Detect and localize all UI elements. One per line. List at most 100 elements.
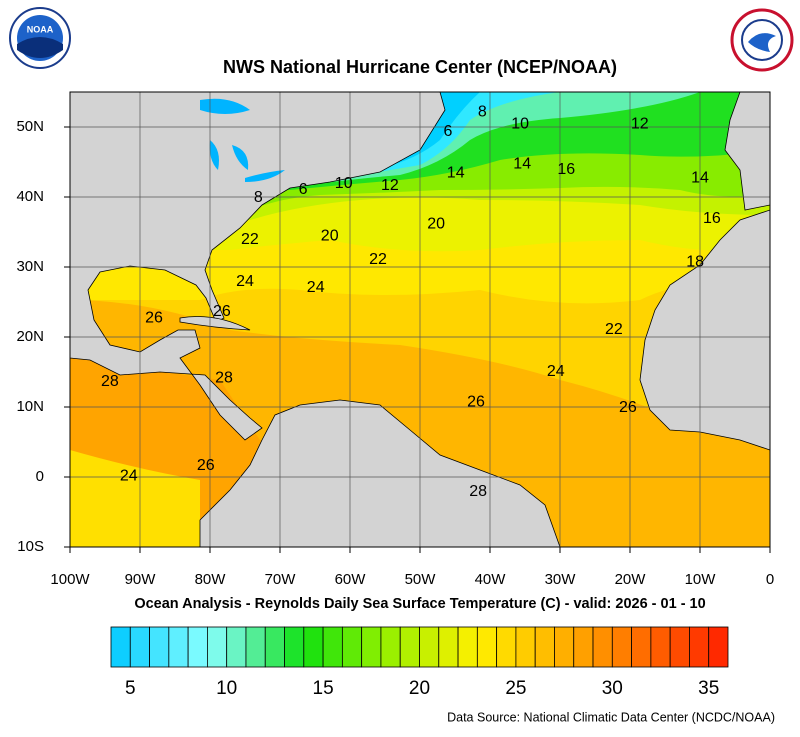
data-source: Data Source: National Climatic Data Cent… xyxy=(447,710,775,724)
contour-labels: 8 6 10 12 14 16 14 12 10 6 8 14 16 18 20 20 22 22 24 24 26 26… xyxy=(101,104,721,500)
y-tick-label: 40N xyxy=(16,188,44,205)
contour-label: 26 xyxy=(467,393,485,410)
contour-label: 14 xyxy=(447,164,465,181)
y-tick-label: 30N xyxy=(16,258,44,275)
y-tick-label: 20N xyxy=(16,328,44,345)
contour-label: 6 xyxy=(299,181,308,198)
colorbar-cell xyxy=(515,626,536,668)
contour-label: 18 xyxy=(686,253,704,270)
colorbar-cell xyxy=(207,626,228,668)
colorbar-cell xyxy=(187,626,208,668)
x-tick-label: 80W xyxy=(195,571,227,588)
colorbar-tick-label: 20 xyxy=(409,678,430,699)
colorbar-tick-label: 35 xyxy=(698,678,719,699)
x-tick-label: 30W xyxy=(545,571,577,588)
colorbar-cell xyxy=(380,626,401,668)
colorbar-cell xyxy=(573,626,594,668)
contour-label: 26 xyxy=(197,457,215,474)
colorbar-cell xyxy=(303,626,324,668)
contour-label: 12 xyxy=(381,177,399,194)
x-tick-label: 70W xyxy=(265,571,297,588)
contour-label: 14 xyxy=(691,169,709,186)
colorbar-cell xyxy=(419,626,440,668)
colorbar-cell xyxy=(476,626,498,668)
colorbar-cell xyxy=(457,626,478,668)
colorbar-tick-label: 15 xyxy=(313,678,334,699)
contour-label: 16 xyxy=(557,161,575,178)
colorbar-cell xyxy=(226,626,247,668)
map-frame xyxy=(69,91,771,548)
contour-label: 8 xyxy=(478,104,487,121)
contour-label: 20 xyxy=(321,227,339,244)
colorbar-tick-label: 25 xyxy=(505,678,526,699)
contour-label: 22 xyxy=(605,321,623,338)
colorbar-cell xyxy=(534,626,555,668)
colorbar-cell xyxy=(129,626,150,668)
noaa-logo: NOAA xyxy=(9,7,71,69)
x-tick-label: 50W xyxy=(405,571,437,588)
great-lakes xyxy=(200,98,285,182)
colorbar-cell xyxy=(341,626,363,668)
subtitle: Ocean Analysis - Reynolds Daily Sea Surf… xyxy=(134,596,705,612)
contour-label: 10 xyxy=(511,115,529,132)
title: NWS National Hurricane Center (NCEP/NOAA… xyxy=(223,57,617,77)
contour-label: 16 xyxy=(703,210,721,227)
x-tick-label: 60W xyxy=(335,571,367,588)
colorbar-cell xyxy=(110,626,131,668)
colorbar-tick-label: 10 xyxy=(216,678,237,699)
colorbar-cell xyxy=(650,626,671,668)
contour-label: 14 xyxy=(513,155,531,172)
colorbar-cell xyxy=(669,626,690,668)
colorbar-cell xyxy=(361,626,382,668)
land xyxy=(70,92,770,547)
contour-label: 28 xyxy=(101,373,119,390)
x-tick-label: 0 xyxy=(766,571,774,588)
colorbar-cell xyxy=(322,626,343,668)
contour-label: 8 xyxy=(254,189,263,206)
colorbar-cell xyxy=(592,626,613,668)
y-tick-label: 0 xyxy=(36,468,44,485)
colorbar-cell xyxy=(438,626,459,668)
colorbar-cell xyxy=(496,626,517,668)
y-tick-label: 10S xyxy=(17,538,44,555)
colorbar-cell xyxy=(554,626,575,668)
colorbar-cell xyxy=(611,626,632,668)
colorbar-cell xyxy=(245,626,266,668)
contour-label: 20 xyxy=(427,216,445,233)
contour-label: 24 xyxy=(236,273,254,290)
contour-label: 12 xyxy=(631,115,649,132)
contour-label: 28 xyxy=(215,370,233,387)
colorbar-cell xyxy=(284,626,305,668)
nws-logo xyxy=(730,8,794,72)
x-tick-label: 100W xyxy=(50,571,90,588)
contour-label: 22 xyxy=(241,231,259,248)
contour-label: 26 xyxy=(619,399,637,416)
contour-label: 10 xyxy=(335,175,353,192)
colorbar-cell xyxy=(168,626,189,668)
colorbar-cell xyxy=(149,626,170,668)
contour-label: 28 xyxy=(469,483,487,500)
colorbar-cell xyxy=(631,626,652,668)
contour-label: 26 xyxy=(213,303,231,320)
contour-label: 26 xyxy=(145,309,163,326)
colorbar-cell xyxy=(708,626,729,668)
y-tick-label: 50N xyxy=(16,118,44,135)
contour-label: 24 xyxy=(547,363,565,380)
colorbar-tick-label: 5 xyxy=(125,678,136,699)
contour-label: 24 xyxy=(120,468,138,485)
colorbar-cell xyxy=(264,626,285,668)
colorbar-tick-label: 30 xyxy=(602,678,623,699)
contour-label: 24 xyxy=(307,279,325,296)
y-tick-label: 10N xyxy=(16,398,44,415)
x-tick-label: 40W xyxy=(475,571,507,588)
contour-label: 6 xyxy=(444,123,453,140)
x-tick-label: 90W xyxy=(125,571,157,588)
colorbar-cell xyxy=(689,626,710,668)
x-tick-label: 20W xyxy=(615,571,647,588)
contour-label: 22 xyxy=(369,251,387,268)
noaa-logo-text: NOAA xyxy=(27,24,54,34)
colorbar-cell xyxy=(399,626,420,668)
colorbar: 5 10 15 20 25 30 35 xyxy=(110,626,729,699)
x-tick-label: 10W xyxy=(685,571,717,588)
